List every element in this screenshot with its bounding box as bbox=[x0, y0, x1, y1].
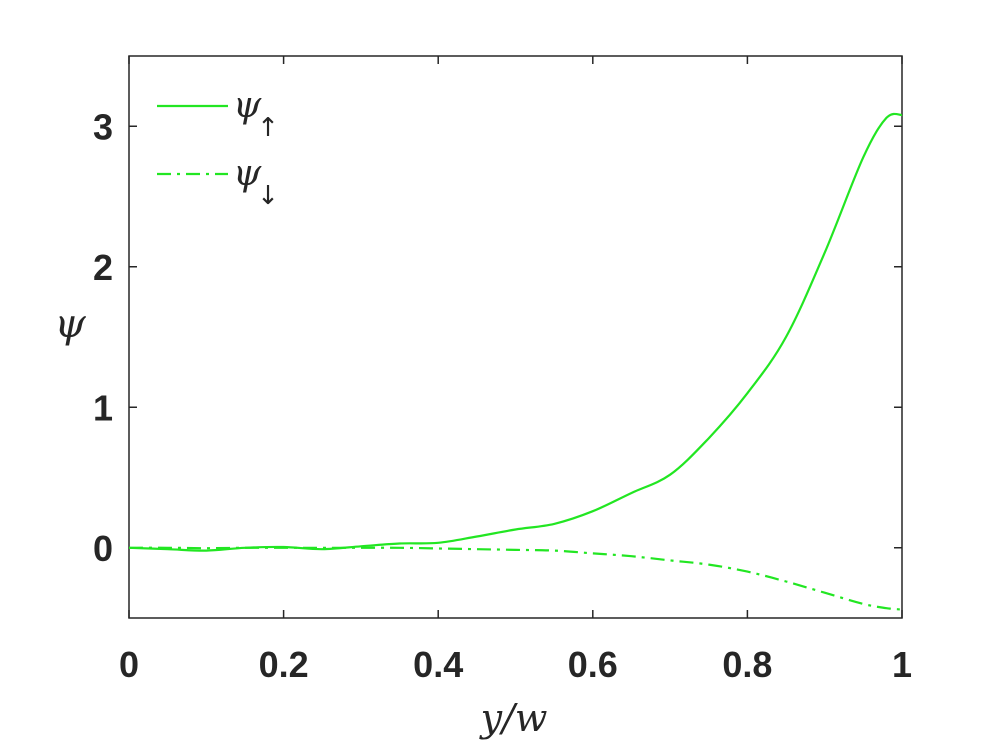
y-axis-ticks: 0 1 2 3 bbox=[93, 106, 902, 569]
plot-area bbox=[128, 55, 903, 619]
x-tick-label: 0.6 bbox=[568, 644, 618, 685]
x-tick-label: 0.4 bbox=[413, 644, 463, 685]
legend-symbol-2: ψ bbox=[233, 153, 262, 194]
y-tick-label: 0 bbox=[93, 528, 113, 569]
legend: ψ↑ψ↓ bbox=[157, 85, 279, 211]
series-line-2 bbox=[128, 546, 903, 611]
y-tick-label: 2 bbox=[93, 247, 113, 288]
legend-subscript-2: ↓ bbox=[257, 181, 279, 211]
series-layer bbox=[128, 112, 903, 611]
y-axis-label: ψ bbox=[54, 301, 86, 347]
axes-box bbox=[128, 55, 903, 619]
x-tick-label: 0 bbox=[119, 644, 139, 685]
y-tick-label: 3 bbox=[93, 106, 113, 147]
series-line-1 bbox=[128, 112, 903, 552]
x-tick-label: 0.2 bbox=[259, 644, 309, 685]
legend-symbol-1: ψ bbox=[233, 85, 262, 126]
legend-subscript-1: ↑ bbox=[257, 113, 279, 143]
x-axis-ticks: 0 0.2 0.4 0.6 0.8 1 bbox=[119, 56, 912, 685]
x-tick-label: 1 bbox=[892, 644, 912, 685]
x-axis-label: y/w bbox=[479, 696, 548, 740]
x-tick-label: 0.8 bbox=[722, 644, 772, 685]
y-tick-label: 1 bbox=[93, 387, 113, 428]
